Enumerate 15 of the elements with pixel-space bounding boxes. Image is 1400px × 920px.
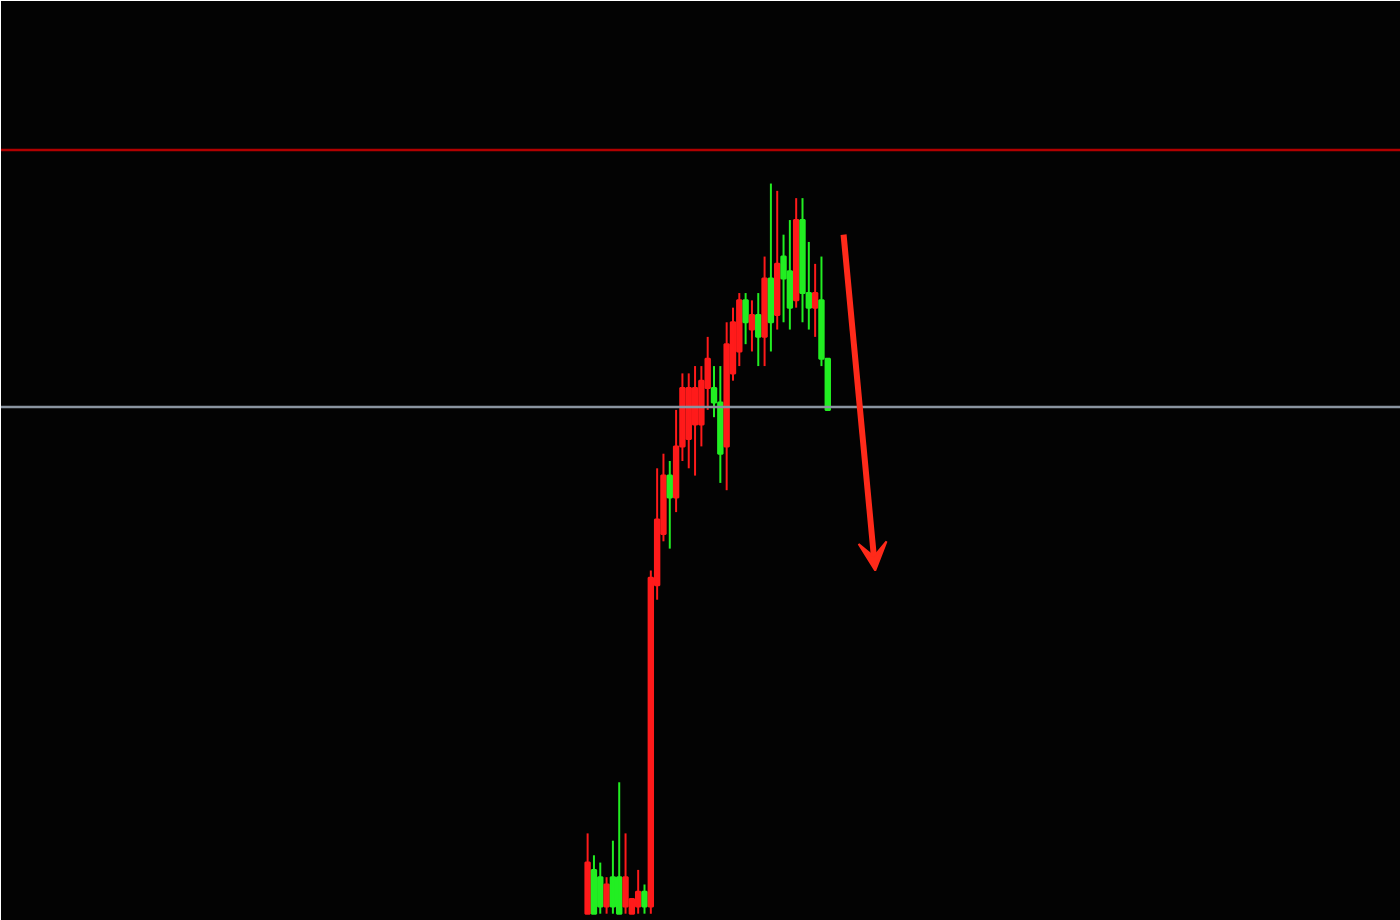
candlestick — [616, 781, 623, 915]
candlestick — [748, 299, 756, 353]
candlestick — [811, 262, 819, 338]
candlestick — [641, 883, 648, 915]
candlestick — [597, 861, 604, 915]
candlestick — [622, 832, 629, 915]
candlestick — [767, 182, 775, 353]
candlestick — [742, 292, 749, 346]
candlestick — [666, 460, 673, 550]
candlestick — [755, 292, 762, 368]
candlestick — [634, 868, 642, 915]
candlestick — [590, 854, 598, 915]
candlestick — [609, 839, 617, 915]
candlestick — [786, 219, 794, 331]
candlestick — [603, 876, 610, 915]
